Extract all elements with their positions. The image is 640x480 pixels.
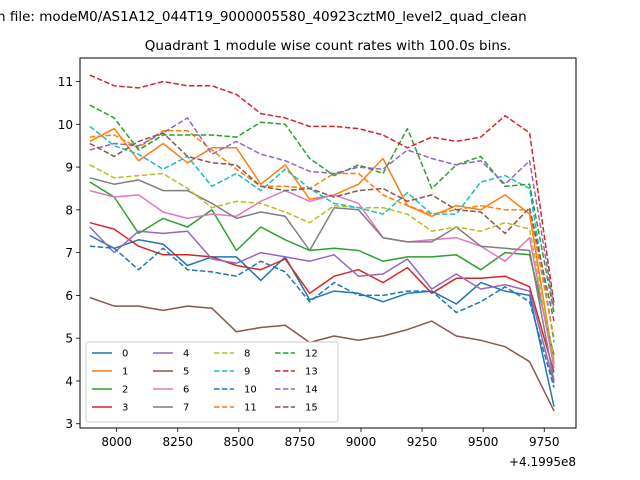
legend-label-3: 3 <box>122 403 128 414</box>
series-line-6 <box>89 189 555 369</box>
legend-label-4: 4 <box>183 349 189 360</box>
series-line-3 <box>89 221 555 373</box>
x-tick-label: 9750 <box>529 435 560 449</box>
legend-label-7: 7 <box>183 403 189 414</box>
series-line-1 <box>89 127 555 364</box>
series-line-9 <box>89 125 555 343</box>
x-tick-label: 8000 <box>101 435 132 449</box>
x-tick-label: 9000 <box>346 435 377 449</box>
chart-title: Quadrant 1 module wise count rates with … <box>145 38 511 54</box>
y-tick-label: 9 <box>65 161 73 175</box>
legend-label-5: 5 <box>183 367 189 378</box>
y-tick-label: 4 <box>65 374 73 388</box>
axis-ticks: 8000 8250 8500 8750 9000 9250 9500 975034567891… <box>58 75 560 449</box>
y-tick-label: 6 <box>65 289 73 303</box>
legend-label-10: 10 <box>244 385 257 396</box>
legend-frame <box>85 341 339 423</box>
series-line-15 <box>89 132 555 322</box>
series-line-14 <box>89 117 555 309</box>
plot-frame <box>79 57 577 429</box>
series-line-13 <box>89 74 555 305</box>
plot-area <box>89 74 555 412</box>
y-tick-label: 11 <box>58 75 73 89</box>
legend-label-0: 0 <box>122 349 128 360</box>
series-line-11 <box>89 129 555 339</box>
x-tick-label: 8750 <box>285 435 316 449</box>
series-line-7 <box>89 177 555 382</box>
legend-label-14: 14 <box>305 385 318 396</box>
series-line-12 <box>89 104 555 313</box>
legend-label-2: 2 <box>122 385 128 396</box>
x-tick-label: 8500 <box>224 435 255 449</box>
series-line-8 <box>89 164 555 360</box>
series-line-2 <box>89 181 555 356</box>
header-text: n file: modeM0/AS1A12_044T19_9000005580_… <box>0 9 527 25</box>
legend-label-9: 9 <box>244 367 250 378</box>
y-tick-label: 8 <box>65 203 73 217</box>
x-tick-label: 9500 <box>468 435 499 449</box>
series-line-5 <box>89 296 555 412</box>
legend-label-13: 13 <box>305 367 318 378</box>
legend-label-1: 1 <box>122 367 128 378</box>
y-tick-label: 10 <box>58 118 73 132</box>
x-tick-label: 8250 <box>162 435 193 449</box>
legend-label-15: 15 <box>305 403 318 414</box>
x-tick-label: 9250 <box>407 435 438 449</box>
y-tick-label: 3 <box>65 417 73 431</box>
series-line-10 <box>89 245 555 388</box>
legend-label-11: 11 <box>244 403 257 414</box>
legend-label-8: 8 <box>244 349 250 360</box>
legend-label-12: 12 <box>305 349 318 360</box>
y-tick-label: 5 <box>65 332 73 346</box>
y-tick-label: 7 <box>65 246 73 260</box>
legend-label-6: 6 <box>183 385 189 396</box>
series-line-4 <box>89 226 555 384</box>
x-offset-label: +4.1995e8 <box>509 455 576 469</box>
